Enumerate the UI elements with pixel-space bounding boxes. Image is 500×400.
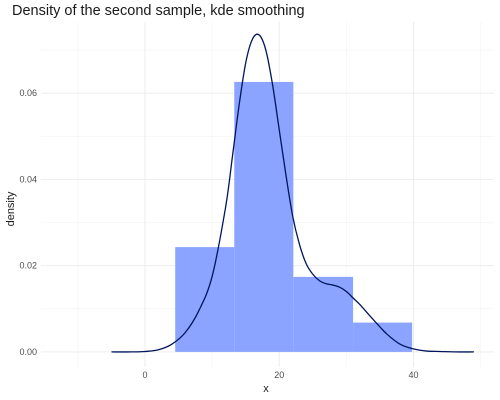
y-tick-label: 0.02 [19,261,37,271]
histogram-bar-3 [293,276,354,352]
x-axis-title: x [263,383,269,395]
chart-title: Density of the second sample, kde smooth… [12,3,305,19]
y-tick-label: 0.00 [19,347,37,357]
histogram-bar-4 [353,322,413,352]
x-tick-label: 0 [143,370,148,380]
x-tick-label: 40 [408,370,418,380]
y-tick-label: 0.06 [19,88,37,98]
y-axis-title: density [5,191,17,226]
axis-ticks: 0 20 40 0.00 0.02 0.04 0.06 [19,88,418,380]
histogram-bars [175,81,413,352]
x-tick-label: 20 [274,370,284,380]
y-tick-label: 0.04 [19,174,37,184]
kde-curve-layer [111,33,474,353]
histogram-bar-2 [234,81,294,352]
kde-density-curve [111,33,474,353]
